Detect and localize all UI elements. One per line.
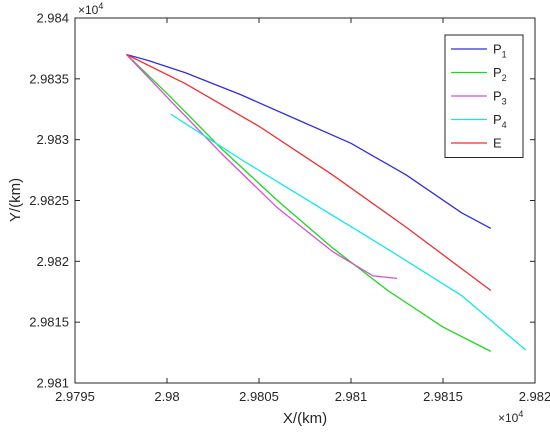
series-line-p3 <box>126 54 398 280</box>
y-tick-label: 2.9835 <box>29 71 69 86</box>
x-tick-label: 2.9795 <box>55 389 95 404</box>
legend-label: P2 <box>493 65 507 83</box>
series-line-p2 <box>126 54 492 352</box>
y-tick-label: 2.982 <box>36 254 69 269</box>
x-tick-label: 2.981 <box>335 389 368 404</box>
series-line-e <box>126 53 492 292</box>
y-tick-label: 2.9825 <box>29 193 69 208</box>
x-axis-exponent: ×104 <box>498 409 523 425</box>
y-tick-label: 2.9815 <box>29 315 69 330</box>
y-axis-exponent: ×104 <box>78 1 103 17</box>
legend-label: E <box>493 136 502 151</box>
x-tick-label: 2.98 <box>154 389 179 404</box>
series-line-p4 <box>170 113 527 351</box>
x-tick-label: 2.9815 <box>423 389 463 404</box>
x-tick-label: 2.982 <box>519 389 550 404</box>
legend-label: P1 <box>493 42 507 60</box>
x-tick-label: 2.9805 <box>239 389 279 404</box>
y-axis-label: Y/(km) <box>7 178 24 222</box>
legend-label: P4 <box>493 112 507 130</box>
series-line-p1 <box>126 53 492 230</box>
y-tick-label: 2.984 <box>36 11 69 26</box>
x-axis-label: X/(km) <box>283 410 327 427</box>
legend-label: P3 <box>493 89 507 107</box>
y-tick-label: 2.983 <box>36 132 69 147</box>
y-tick-label: 2.981 <box>36 376 69 391</box>
